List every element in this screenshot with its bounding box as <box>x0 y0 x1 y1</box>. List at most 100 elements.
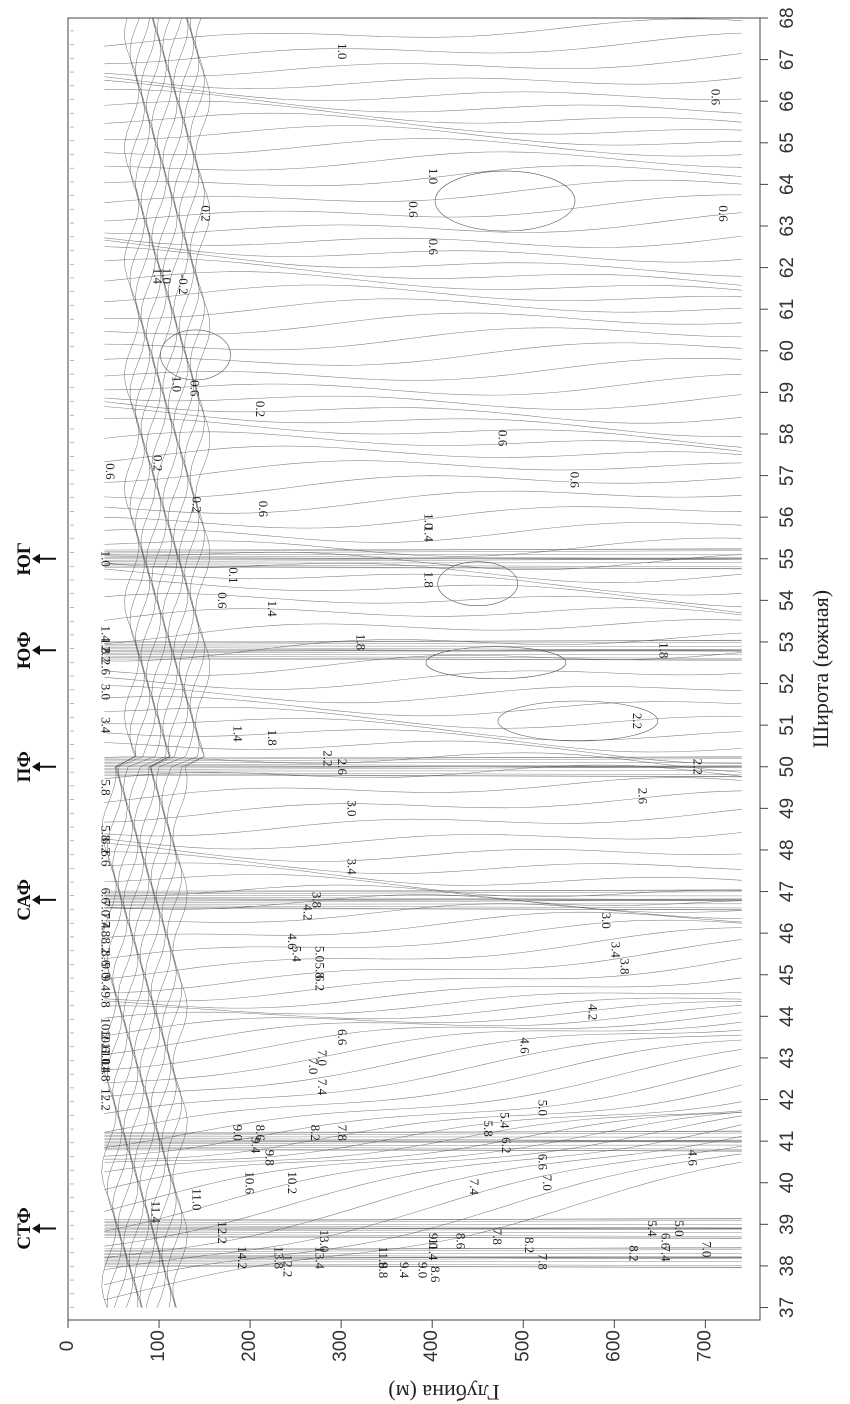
contour-line <box>104 445 742 463</box>
front-contour-line <box>104 565 742 570</box>
latitude-tick-label: 66 <box>777 91 798 112</box>
contour-line <box>104 652 742 676</box>
front-contour-line <box>104 1131 742 1133</box>
contour-line <box>104 1065 742 1157</box>
contour-line <box>104 1039 742 1133</box>
contour-value-label: 11.8 <box>376 1246 391 1268</box>
contour-value-label: 0.1 <box>226 567 241 583</box>
contour-line <box>104 151 742 171</box>
contour-value-label: 11.0 <box>189 1188 204 1210</box>
latitude-tick-label: 62 <box>777 257 798 278</box>
contour-value-label: 4.6 <box>686 1150 701 1167</box>
contour-line <box>104 874 742 897</box>
contour-value-label: 8.6 <box>98 950 113 967</box>
latitude-tick-label: 68 <box>777 7 798 28</box>
contour-value-label: 1.4 <box>98 626 113 643</box>
front-contour-line <box>104 1255 742 1259</box>
contour-value-label: 10.6 <box>242 1171 257 1194</box>
front-contour-line <box>104 1249 742 1253</box>
latitude-axis-title: Широта (южная) <box>808 590 833 748</box>
contour-value-label: 1.4 <box>265 601 280 618</box>
contour-line <box>104 394 742 410</box>
contour-line <box>104 903 742 923</box>
contour-value-label: 5.8 <box>481 1121 496 1137</box>
contour-value-label: 6.6 <box>98 850 113 867</box>
front-label: САФ <box>14 879 35 921</box>
contour-value-label: 9.8 <box>376 1262 391 1278</box>
contour-line <box>104 707 742 729</box>
thermocline-line <box>150 17 189 1308</box>
contour-line <box>104 1161 742 1301</box>
front-contour-line <box>104 550 742 554</box>
front-contour-line <box>104 1225 742 1229</box>
contour-value-label: 6.6 <box>535 1154 550 1171</box>
thermocline-line <box>156 17 194 1308</box>
contour-line <box>104 1124 742 1247</box>
front-contour-line <box>104 1236 742 1239</box>
front-contour-line <box>104 567 742 569</box>
depth-tick-label: 500 <box>512 1330 533 1362</box>
contour-line <box>104 939 742 994</box>
contour-value-label: 5.0 <box>312 946 327 962</box>
contour-value-label: 8.2 <box>522 1237 537 1253</box>
contour-line <box>104 919 742 960</box>
contour-line <box>104 76 742 89</box>
contour-value-label: 5.8 <box>312 962 327 978</box>
contour-value-label: 0.6 <box>708 89 723 106</box>
contour-line <box>104 460 742 483</box>
contour-value-label: 6.6 <box>658 1233 673 1250</box>
front-contour-line <box>104 1130 742 1135</box>
contour-value-label: 8.2 <box>627 1245 642 1261</box>
contour-line <box>104 562 742 583</box>
eddy-contour <box>497 700 659 742</box>
contour-line <box>104 593 742 614</box>
contour-value-label: 1.8 <box>422 571 437 587</box>
contour-value-label: 9.0 <box>415 1262 430 1278</box>
front-contour-line <box>104 775 742 777</box>
contour-line <box>104 490 742 514</box>
contour-line <box>104 1012 742 1071</box>
latitude-tick-label: 67 <box>777 49 798 70</box>
contour-line <box>104 777 742 803</box>
contour-value-label: 4.2 <box>586 1004 601 1020</box>
contour-line <box>104 957 742 1002</box>
contour-line <box>104 80 742 101</box>
contour-line <box>104 842 742 862</box>
contour-value-label: 0.6 <box>426 239 441 256</box>
front-contour-line <box>104 1264 742 1268</box>
latitude-tick-label: 43 <box>777 1047 798 1068</box>
front-marker: ЮГ <box>14 542 56 576</box>
contour-value-label: 5.8 <box>98 825 113 841</box>
front-label: ПФ <box>14 751 35 782</box>
contour-value-label: 0.6 <box>567 472 582 489</box>
front-contour-line <box>104 548 742 552</box>
contour-line <box>104 977 742 1009</box>
latitude-tick-label: 46 <box>777 923 798 944</box>
front-arrow-head <box>32 761 40 772</box>
front-contour-line <box>104 1139 742 1143</box>
contour-line <box>104 632 742 662</box>
contour-value-label: 0.6 <box>495 430 510 447</box>
depth-tick-label: 600 <box>603 1330 624 1362</box>
contour-line <box>104 1084 742 1160</box>
front-contour-line <box>104 555 742 559</box>
contour-line <box>104 809 742 837</box>
contour-value-label: -0.2 <box>176 274 191 295</box>
contour-value-label: 1.4 <box>150 268 165 285</box>
contour-line <box>104 1110 742 1173</box>
contour-line <box>104 53 742 77</box>
contour-value-label: 5.4 <box>290 946 305 963</box>
latitude-tick-label: 54 <box>777 589 798 611</box>
contour-value-label: 3.0 <box>98 684 113 700</box>
contour-line <box>104 1101 742 1163</box>
contour-value-label: 9.4 <box>98 975 113 992</box>
front-contour-line <box>104 889 742 893</box>
contour-value-label: 7.4 <box>98 913 113 930</box>
contour-value-label: 2.2 <box>98 646 113 662</box>
front-label: ЮФ <box>14 631 35 669</box>
front-contour-line <box>104 1149 742 1151</box>
contour-value-label: 5.4 <box>497 1112 512 1129</box>
contour-line <box>104 537 742 557</box>
contour-line <box>104 194 742 222</box>
